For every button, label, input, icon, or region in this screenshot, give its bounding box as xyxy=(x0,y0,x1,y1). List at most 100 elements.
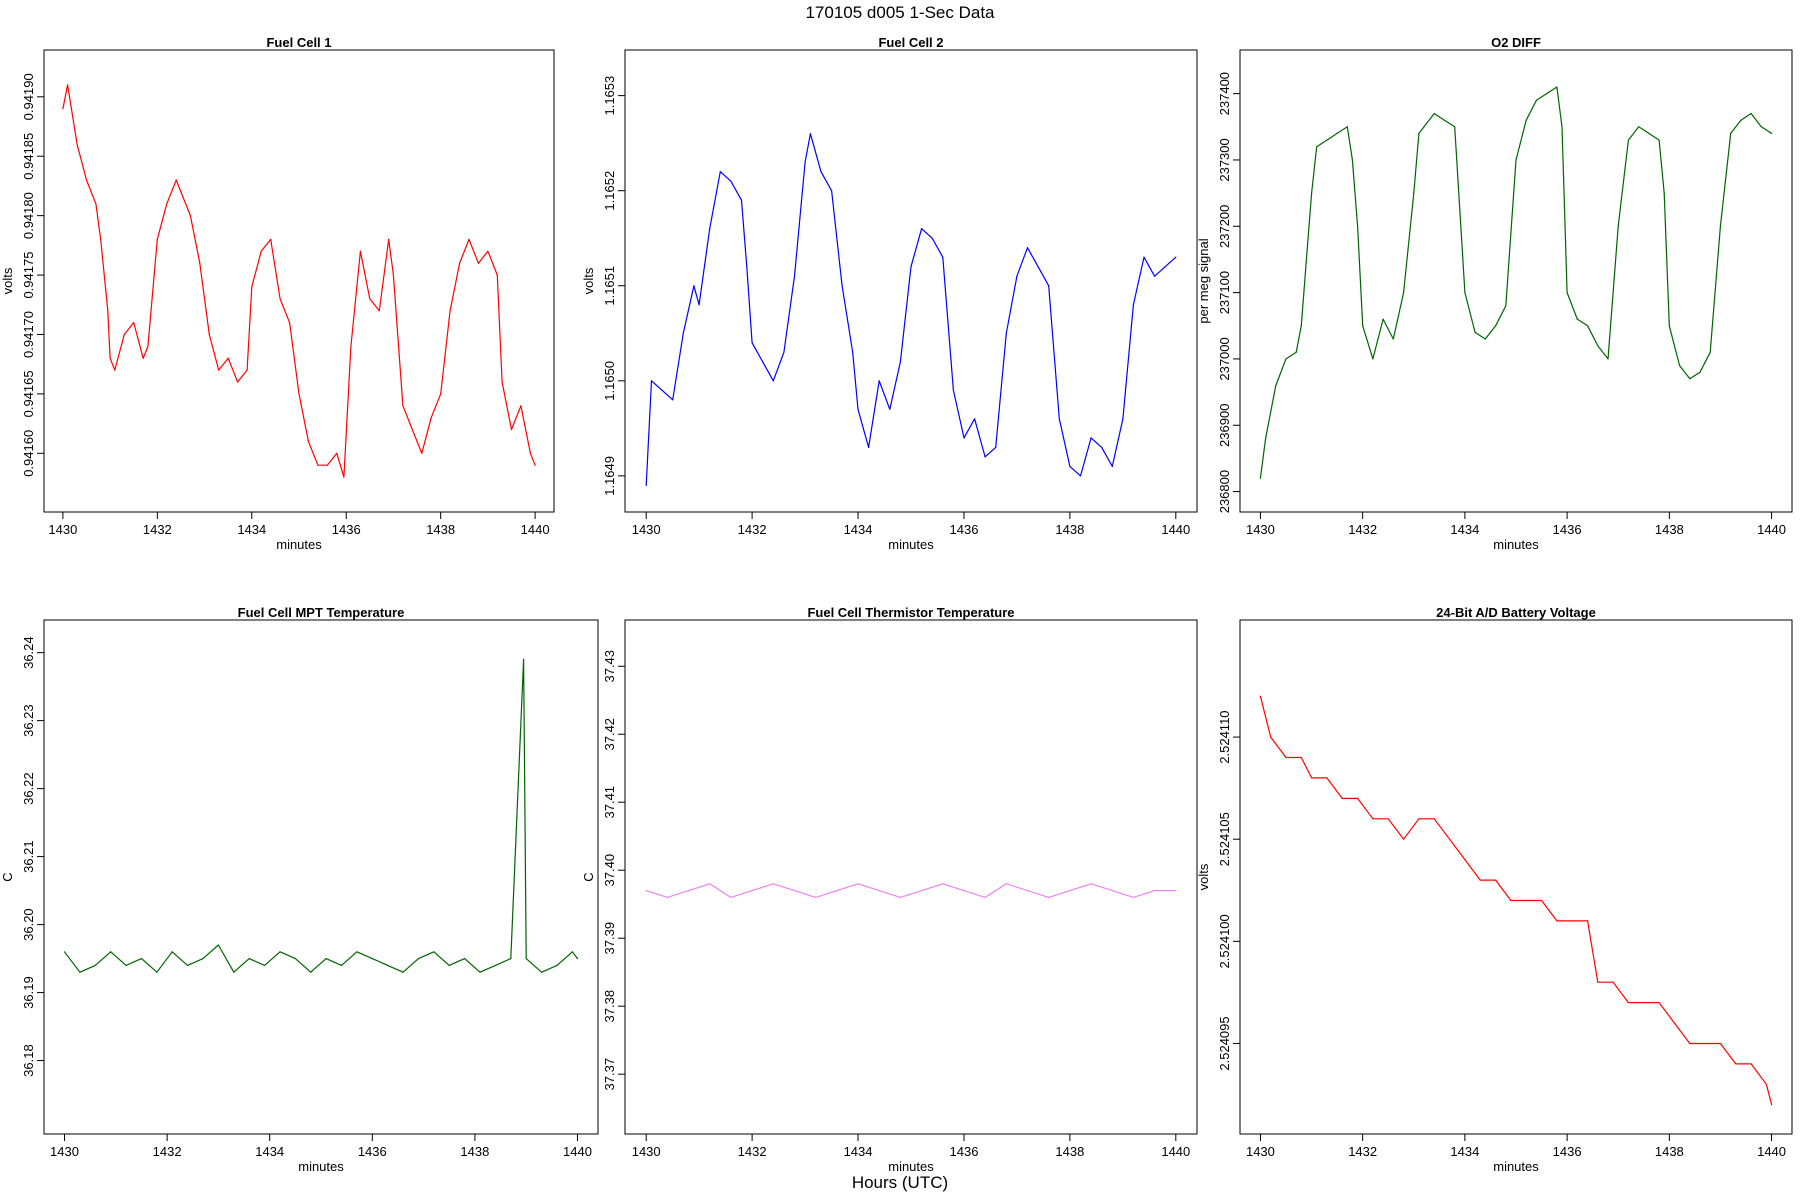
series-line-battery-voltage xyxy=(1259,696,1773,1105)
data-point xyxy=(279,951,281,953)
x-tick-label: 1440 xyxy=(1161,1144,1190,1159)
data-point xyxy=(1403,838,1405,840)
y-tick-label: 37.42 xyxy=(602,718,617,751)
data-point xyxy=(740,199,743,201)
x-tick-label: 1434 xyxy=(844,1144,873,1159)
figure-title: 170105 d005 1-Sec Data xyxy=(805,3,995,22)
data-point xyxy=(1336,132,1338,134)
data-point xyxy=(411,428,413,431)
data-point xyxy=(952,389,955,391)
data-point xyxy=(1275,384,1277,387)
data-point xyxy=(820,171,822,173)
data-point xyxy=(1571,920,1573,922)
data-point xyxy=(317,464,319,466)
data-point xyxy=(1474,331,1476,333)
data-point xyxy=(125,964,127,967)
data-point xyxy=(392,274,394,276)
data-point xyxy=(1719,225,1721,227)
y-tick-label: 37.39 xyxy=(602,922,617,955)
x-tick-label: 1436 xyxy=(358,1144,387,1159)
data-point xyxy=(94,964,96,967)
data-point xyxy=(1597,345,1599,347)
x-axis-label: minutes xyxy=(1493,1159,1539,1174)
data-point xyxy=(899,361,902,363)
data-point xyxy=(487,250,489,252)
y-axis-label: volts xyxy=(1196,863,1211,890)
data-point xyxy=(1566,292,1568,294)
plot-frame xyxy=(1239,49,1793,513)
data-point xyxy=(100,238,102,240)
data-point xyxy=(336,452,338,454)
x-tick-label: 1430 xyxy=(1246,522,1275,537)
data-point xyxy=(1561,126,1563,128)
data-point xyxy=(762,361,764,363)
data-point xyxy=(1326,139,1328,141)
y-tick-label: 236900 xyxy=(1217,404,1232,447)
data-point xyxy=(156,238,158,240)
y-tick-label: 0.94165 xyxy=(21,370,36,417)
data-point xyxy=(1418,132,1420,134)
data-point xyxy=(1413,192,1415,194)
data-point xyxy=(841,285,843,287)
data-point xyxy=(1016,275,1018,277)
data-point xyxy=(921,890,923,892)
y-tick-label: 36.24 xyxy=(21,636,36,669)
x-tick-label: 1432 xyxy=(1348,522,1377,537)
data-point xyxy=(501,381,503,383)
data-point xyxy=(1668,325,1670,327)
x-tick-label: 1430 xyxy=(48,522,77,537)
data-point xyxy=(1433,818,1435,820)
data-point xyxy=(1132,896,1134,899)
panel-title: Fuel Cell 2 xyxy=(878,35,943,50)
data-point xyxy=(1285,756,1287,759)
data-point xyxy=(1704,1042,1706,1045)
data-point xyxy=(1372,358,1374,360)
x-tick-label: 1436 xyxy=(1553,522,1582,537)
data-point xyxy=(147,345,149,347)
x-tick-label: 1430 xyxy=(1246,1144,1275,1159)
x-tick-label: 1432 xyxy=(1348,1144,1377,1159)
data-point xyxy=(63,951,66,953)
data-point xyxy=(1090,437,1092,439)
y-tick-label: 36.23 xyxy=(21,704,36,737)
panel-thermistor-temperature: Fuel Cell Thermistor Temperature 1430 1432… xyxy=(581,605,1198,1174)
x-tick-label: 1432 xyxy=(143,522,172,537)
data-point xyxy=(166,203,168,205)
data-point xyxy=(1382,318,1384,320)
data-point xyxy=(974,418,976,420)
data-point xyxy=(142,357,144,359)
panel-battery-voltage: 24-Bit A/D Battery Voltage 1430 1432 1434 14… xyxy=(1196,605,1793,1174)
data-point xyxy=(114,369,116,371)
data-point xyxy=(133,322,135,324)
data-point xyxy=(963,890,965,892)
data-point xyxy=(857,408,859,410)
data-point xyxy=(693,285,695,287)
data-point xyxy=(836,890,838,892)
data-point xyxy=(1607,358,1609,360)
data-point xyxy=(208,333,210,336)
panel-title: O2 DIFF xyxy=(1491,35,1541,50)
data-point xyxy=(878,380,880,382)
data-point xyxy=(931,237,933,239)
y-tick-label: 36.22 xyxy=(21,772,36,805)
data-point xyxy=(1627,139,1629,141)
data-point xyxy=(1058,418,1060,420)
data-point xyxy=(1418,818,1420,820)
data-point xyxy=(751,342,753,344)
y-tick-label: 2.524110 xyxy=(1217,710,1232,763)
x-axis-label: minutes xyxy=(888,1159,934,1174)
x-tick-label: 1430 xyxy=(632,522,661,537)
panel-title: Fuel Cell Thermistor Temperature xyxy=(807,605,1014,620)
data-point xyxy=(1090,883,1092,885)
data-point xyxy=(984,896,986,899)
data-point xyxy=(963,437,965,439)
data-point xyxy=(227,357,229,359)
y-tick-label: 36.19 xyxy=(21,976,36,1009)
data-point xyxy=(751,890,753,892)
y-tick-label: 237200 xyxy=(1217,205,1232,248)
data-point xyxy=(510,428,513,431)
x-tick-label: 1440 xyxy=(521,522,550,537)
data-point xyxy=(672,399,674,401)
data-point xyxy=(645,890,647,892)
data-point xyxy=(661,389,663,391)
